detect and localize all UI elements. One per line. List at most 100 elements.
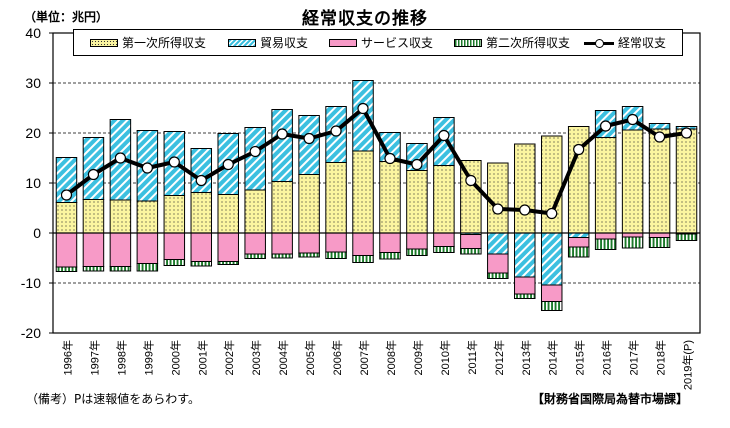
bar-primary-income <box>244 189 266 234</box>
bar-trade-balance <box>540 232 563 286</box>
point-current-account <box>465 174 477 187</box>
source-label: 【財務省国際局為替市場課】 <box>531 392 688 406</box>
point-current-account <box>249 145 261 158</box>
bar-primary-income <box>55 202 78 234</box>
x-tick-label: 2014年 <box>546 340 560 375</box>
point-current-account <box>330 125 342 137</box>
y-tick-label: 30 <box>25 75 41 91</box>
legend-line-marker-icon <box>584 38 614 48</box>
bar-trade-balance <box>298 115 320 175</box>
bar-services-balance <box>460 234 482 249</box>
bar-secondary-income <box>594 238 617 250</box>
legend-item-current-account: 経常収支 <box>584 30 666 55</box>
x-tick-label: 2008年 <box>384 340 398 375</box>
bar-trade-balance <box>514 232 536 278</box>
y-tick-label: -10 <box>21 275 41 291</box>
bar-secondary-income <box>514 293 536 299</box>
bar-services-balance <box>163 232 186 260</box>
x-tick-label: 2013年 <box>519 340 533 375</box>
bar-services-balance <box>82 232 105 267</box>
bar-services-balance <box>325 232 347 253</box>
x-tick-label: 2002年 <box>222 340 236 375</box>
bar-secondary-income <box>352 255 374 263</box>
point-current-account <box>141 162 153 174</box>
legend-item-primary-income: 第一次所得収支 <box>90 30 206 55</box>
bar-services-balance <box>621 232 644 238</box>
bar-primary-income <box>433 165 455 234</box>
bar-trade-balance <box>433 117 455 166</box>
x-tick-label: 2003年 <box>249 340 263 375</box>
point-current-account <box>303 132 315 145</box>
bar-primary-income <box>82 199 105 234</box>
y-tick-label: 0 <box>33 225 41 241</box>
x-tick-label: 2004年 <box>276 340 290 375</box>
bar-secondary-income <box>109 266 132 272</box>
point-current-account <box>653 131 666 143</box>
bar-secondary-income <box>406 248 428 256</box>
legend-swatch-primary-income <box>90 38 118 47</box>
bar-primary-income <box>352 150 374 234</box>
bar-primary-income <box>648 128 671 234</box>
bar-services-balance <box>55 232 78 268</box>
bar-secondary-income <box>460 248 482 255</box>
point-current-account <box>411 158 423 171</box>
x-tick-label: 2005年 <box>303 340 317 375</box>
bar-primary-income <box>136 200 159 234</box>
bar-services-balance <box>594 232 617 240</box>
bar-trade-balance <box>244 127 266 191</box>
point-current-account <box>519 204 531 216</box>
y-tick-label: 20 <box>25 125 41 141</box>
point-current-account <box>357 102 369 115</box>
y-tick-label: 40 <box>25 25 41 41</box>
bar-secondary-income <box>379 252 401 260</box>
x-tick-label: 1996年 <box>60 340 74 375</box>
bar-primary-income <box>621 129 644 234</box>
chart-title: 経常収支の推移 <box>302 9 428 29</box>
bar-secondary-income <box>433 246 455 253</box>
point-current-account <box>600 120 612 132</box>
legend-item-services: サービス収支 <box>329 30 433 55</box>
bar-secondary-income <box>648 237 671 248</box>
bar-secondary-income <box>271 253 293 259</box>
x-tick-label: 2007年 <box>357 340 371 375</box>
bar-secondary-income <box>567 246 590 258</box>
legend: 第一次所得収支 貿易収支 サービス収支 第二次所得収支 経常収支 <box>73 29 683 56</box>
legend-swatch-secondary-income <box>454 38 482 47</box>
legend-swatch-trade <box>228 38 256 47</box>
point-current-account <box>680 127 693 139</box>
x-tick-label: 2000年 <box>168 340 182 375</box>
bar-primary-income <box>379 161 401 234</box>
x-tick-label: 1999年 <box>141 340 155 375</box>
bar-services-balance <box>648 232 671 238</box>
x-tick-label: 2001年 <box>195 340 209 375</box>
bar-services-balance <box>406 232 428 250</box>
bar-secondary-income <box>325 251 347 259</box>
bar-primary-income <box>406 170 428 234</box>
point-current-account <box>168 156 180 168</box>
legend-swatch-services <box>329 38 357 47</box>
footnote: （備考）Pは速報値をあらわす。 <box>26 392 201 406</box>
y-tick-label: 10 <box>25 175 41 191</box>
legend-label: サービス収支 <box>361 36 434 50</box>
bar-secondary-income <box>487 272 509 279</box>
bar-primary-income <box>325 162 347 234</box>
x-tick-label: 2019年(P) <box>681 340 695 390</box>
x-tick-label: 2006年 <box>330 340 344 375</box>
point-current-account <box>573 143 585 156</box>
point-current-account <box>87 168 100 181</box>
point-current-account <box>222 158 234 171</box>
bar-services-balance <box>271 232 293 255</box>
point-current-account <box>276 128 288 140</box>
bar-services-balance <box>514 276 536 295</box>
bar-secondary-income <box>190 261 213 267</box>
bar-primary-income <box>487 162 509 234</box>
bar-services-balance <box>190 232 213 262</box>
point-current-account <box>60 189 73 201</box>
x-tick-label: 2016年 <box>600 340 614 375</box>
point-current-account <box>114 152 126 164</box>
x-tick-label: 2018年 <box>654 340 668 375</box>
point-current-account <box>546 207 558 220</box>
bar-secondary-income <box>163 259 186 266</box>
bar-trade-balance <box>567 232 590 238</box>
